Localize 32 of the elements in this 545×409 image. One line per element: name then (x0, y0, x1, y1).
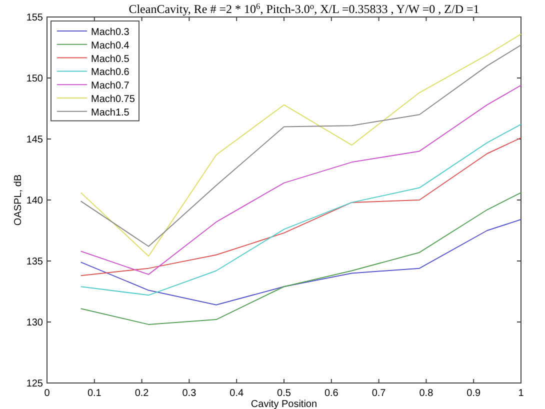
line-series (80, 192, 522, 325)
x-tick-label: 0.7 (372, 388, 386, 399)
y-axis-title: OASPL, dB (13, 174, 24, 226)
line-series (80, 219, 522, 306)
y-tick-label: 130 (26, 318, 44, 328)
legend-label: Mach0.4 (91, 40, 130, 52)
y-tick-label: 140 (26, 196, 44, 206)
x-tick-label: 0.9 (466, 388, 481, 399)
legend-label: Mach0.6 (91, 67, 130, 78)
y-tick-label: 125 (26, 378, 44, 390)
legend-label: Mach0.3 (91, 27, 130, 38)
line-series (80, 137, 522, 276)
chart-title: CleanCavity, Re # =2 * 10$^{6}$, Pitch-3.0$^{o}$, X/L =0.35833 , Y/W =0 , Z/D =1 (128, 2, 480, 16)
y-tick-label: 145 (26, 134, 44, 146)
x-tick-label: 0.8 (419, 388, 434, 399)
x-tick-label: 1 (518, 388, 524, 399)
x-tick-label: 0.4 (230, 388, 244, 399)
x-axis-title: Cavity Position (250, 399, 318, 409)
x-tick-label: 0.5 (277, 388, 292, 399)
x-tick-label: 0.1 (87, 388, 102, 399)
legend-label: Mach0.5 (91, 54, 130, 65)
y-tick-label: 135 (26, 256, 44, 268)
x-tick-label: 0.2 (134, 388, 150, 399)
y-tick-label: 155 (26, 12, 44, 24)
legend-label: Mach0.7 (91, 80, 130, 92)
x-tick-label: 0 (44, 388, 50, 399)
legend-label: Mach1.5 (91, 107, 130, 118)
legend-label: Mach0.75 (91, 94, 136, 105)
x-tick-label: 0.6 (324, 388, 339, 399)
y-tick-label: 150 (26, 74, 44, 84)
line-series (80, 124, 522, 296)
x-tick-label: 0.3 (182, 388, 197, 399)
